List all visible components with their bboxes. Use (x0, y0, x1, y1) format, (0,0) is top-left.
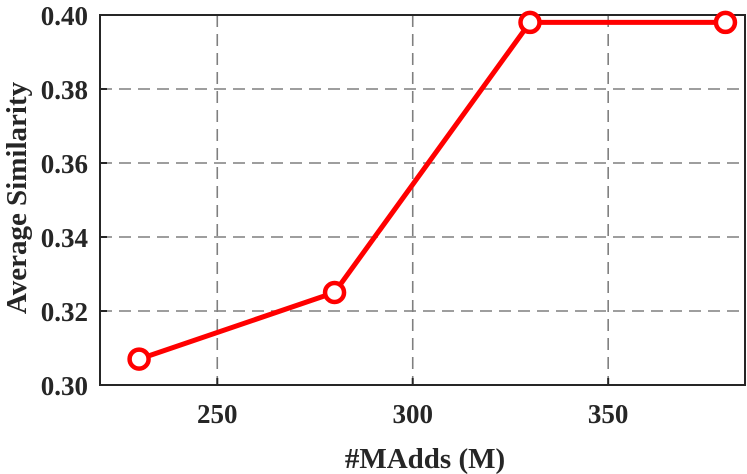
axis-ticks: 250 300 350 0.30 0.32 0.34 0.36 0.38 0.40 (41, 1, 629, 429)
y-tick-label: 0.40 (41, 1, 88, 31)
data-point (713, 10, 738, 35)
y-tick-label: 0.32 (41, 297, 88, 327)
y-tick-label: 0.36 (41, 149, 88, 179)
plot-frame (99, 14, 746, 386)
x-tick-label: 300 (392, 399, 433, 429)
data-point (322, 280, 347, 305)
x-tick-label: 250 (197, 399, 238, 429)
data-point (518, 10, 542, 35)
y-tick-label: 0.30 (41, 371, 88, 401)
y-tick-label: 0.38 (41, 75, 88, 105)
grid (100, 15, 745, 385)
x-tick-label: 350 (588, 399, 629, 429)
y-tick-label: 0.34 (41, 223, 88, 253)
series-line (136, 19, 728, 362)
data-point (127, 347, 151, 371)
series (127, 10, 738, 371)
x-axis-label: #MAdds (M) (345, 443, 505, 474)
y-axis-label: Average Similarity (1, 81, 33, 314)
